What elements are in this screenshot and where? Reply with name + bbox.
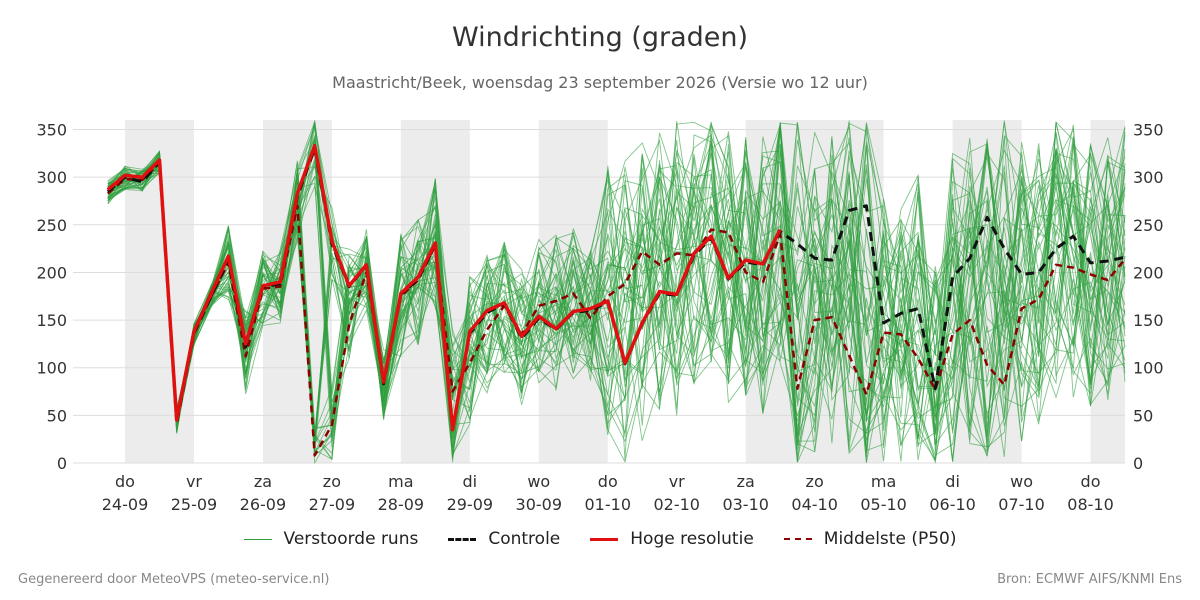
x-tick-label-date: 02-10 [653,495,700,514]
legend-swatch-hires [590,537,619,541]
ensemble-member-line [107,120,1126,450]
y-tick-label-right: 200 [1133,263,1164,282]
ensemble-member-line [107,122,1126,463]
legend-label-ensemble: Verstoorde runs [283,529,419,549]
legend-swatch-ensemble [243,538,272,540]
legend: Verstoorde runs Controle Hoge resolutie … [0,529,1200,549]
x-tick-label-day: za [254,472,272,491]
legend-item-control: Controle [448,529,560,549]
y-tick-label-right: 350 [1133,121,1164,140]
legend-label-median: Middelste (P50) [823,529,957,549]
y-tick-label-right: 50 [1133,406,1153,425]
x-tick-label-date: 03-10 [722,495,769,514]
y-tick-label-left: 300 [36,168,67,187]
y-tick-label-left: 50 [47,406,67,425]
x-tick-label-date: 24-09 [102,495,149,514]
ensemble-member-line [107,122,1126,439]
x-tick-label-date: 05-10 [860,495,907,514]
footer-source: Bron: ECMWF AIFS/KNMI Ens [997,572,1182,587]
x-tick-label-day: do [115,472,135,491]
x-tick-label-day: ma [388,472,413,491]
y-tick-label-right: 300 [1133,168,1164,187]
legend-item-ensemble: Verstoorde runs [243,529,419,549]
legend-item-hires: Hoge resolutie [590,529,754,549]
footer-generated-by: Gegenereerd door MeteoVPS (meteo-service… [18,572,330,587]
legend-label-control: Controle [488,529,561,549]
x-tick-label-date: 08-10 [1067,495,1114,514]
ensemble-member-line [107,122,1126,439]
x-tick-label-day: zo [323,472,341,491]
x-tick-label-day: wo [1010,472,1033,491]
y-tick-label-right: 0 [1133,454,1143,473]
x-tick-label-date: 30-09 [516,495,563,514]
x-tick-label-date: 01-10 [585,495,632,514]
x-tick-label-day: di [945,472,960,491]
x-tick-label-date: 25-09 [171,495,218,514]
x-tick-label-day: di [463,472,478,491]
ensemble-member-line [107,120,1126,465]
x-tick-label-day: vr [186,472,202,491]
main-series [106,143,1126,457]
hires-line [106,143,782,432]
y-tick-label-right: 100 [1133,359,1164,378]
x-tick-label-day: ma [871,472,896,491]
y-tick-label-left: 350 [36,121,67,140]
x-tick-label-day: wo [527,472,550,491]
x-tick-label-day: do [1081,472,1101,491]
axes: 0 0 50 50 100 100 150 150 200 200 250 250 300 300 350 3… [36,121,1163,514]
ensemble-members [107,120,1126,465]
chart-subtitle: Maastricht/Beek, woensdag 23 september 2… [332,73,868,92]
legend-label-hires: Hoge resolutie [630,529,754,549]
ensemble-member-line [107,121,1126,458]
y-tick-label-left: 250 [36,216,67,235]
legend-swatch-control [448,537,477,541]
x-tick-label-day: zo [806,472,824,491]
x-tick-label-date: 29-09 [447,495,494,514]
x-tick-label-date: 06-10 [929,495,976,514]
x-tick-label-date: 04-10 [791,495,838,514]
chart-title: Windrichting (graden) [451,22,749,53]
ensemble-member-line [107,124,1126,453]
ensemble-member-line [107,121,1126,448]
y-tick-label-left: 150 [36,311,67,330]
y-tick-label-right: 250 [1133,216,1164,235]
y-tick-label-left: 0 [57,454,67,473]
x-tick-label-date: 07-10 [998,495,1045,514]
x-tick-label-date: 26-09 [240,495,287,514]
y-tick-label-right: 150 [1133,311,1164,330]
y-tick-label-left: 200 [36,263,67,282]
x-tick-label-date: 27-09 [309,495,356,514]
median-line [107,161,1126,457]
legend-swatch-median [783,538,812,540]
y-tick-label-left: 100 [36,359,67,378]
ensemble-member-line [107,143,1126,462]
x-tick-label-date: 28-09 [378,495,425,514]
x-tick-label-day: za [737,472,755,491]
x-tick-label-day: vr [669,472,685,491]
x-tick-label-day: do [598,472,618,491]
legend-item-median: Middelste (P50) [783,529,957,549]
